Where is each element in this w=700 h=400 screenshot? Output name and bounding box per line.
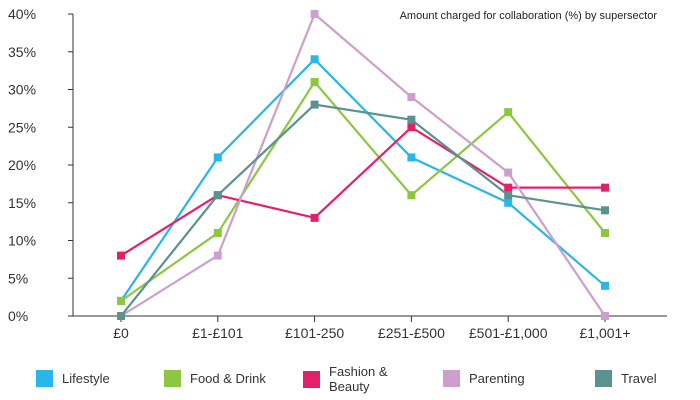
data-point-travel[interactable]	[310, 100, 319, 109]
legend-swatch-food-drink	[164, 370, 181, 387]
data-point-parenting[interactable]	[601, 312, 609, 320]
data-point-lifestyle[interactable]	[310, 55, 319, 64]
data-point-travel[interactable]	[407, 115, 416, 124]
legend-swatch-parenting	[443, 370, 460, 387]
legend-label-parenting: Parenting	[469, 371, 525, 386]
legend-swatch-fashion-beauty	[303, 370, 320, 388]
y-tick-label: 15%	[8, 195, 36, 211]
data-point-travel[interactable]	[117, 312, 125, 320]
series-lines	[120, 12, 606, 317]
legend-label-food-drink: Food & Drink	[190, 371, 266, 386]
legend-item-food-drink[interactable]: Food & Drink	[164, 370, 266, 387]
y-tick-label: 40%	[8, 6, 36, 22]
x-tick-label: £101-250	[285, 325, 344, 341]
data-point-fashion-beauty[interactable]	[407, 123, 416, 132]
data-point-fashion-beauty[interactable]	[117, 251, 125, 260]
data-point-travel[interactable]	[504, 191, 513, 200]
series-line-travel	[120, 103, 606, 317]
legend-swatch-travel	[595, 370, 612, 387]
y-tick-label: 5%	[8, 270, 28, 286]
data-point-lifestyle[interactable]	[504, 198, 513, 207]
data-point-fashion-beauty[interactable]	[310, 213, 319, 222]
legend-item-lifestyle[interactable]: Lifestyle	[36, 370, 110, 387]
data-point-lifestyle[interactable]	[407, 153, 416, 162]
x-tick-label: £501-£1,000	[469, 325, 548, 341]
legend: Lifestyle Food & Drink Fashion & Beauty …	[0, 362, 700, 400]
y-tick-label: 0%	[8, 308, 28, 324]
data-point-food-drink[interactable]	[601, 228, 609, 237]
legend-label-travel: Travel	[621, 371, 657, 386]
x-tick-label: £0	[113, 325, 129, 341]
y-tick-label: 30%	[8, 82, 36, 98]
x-tick-label: £1,001+	[580, 325, 631, 341]
data-point-food-drink[interactable]	[407, 191, 416, 200]
y-tick-label: 25%	[8, 119, 36, 135]
data-point-food-drink[interactable]	[310, 77, 319, 86]
data-point-food-drink[interactable]	[504, 108, 513, 117]
legend-item-parenting[interactable]: Parenting	[443, 370, 525, 387]
x-axis: £0 £1-£101 £101-250 £251-£500 £501-£1,000 £1,…	[73, 315, 667, 341]
y-tick-label: 35%	[8, 44, 36, 60]
x-tick-label: £1-£101	[192, 325, 244, 341]
data-point-fashion-beauty[interactable]	[504, 183, 513, 192]
series-line-fashion-beauty	[120, 126, 605, 257]
series-points	[117, 10, 609, 320]
data-point-parenting[interactable]	[213, 251, 222, 260]
data-point-travel[interactable]	[213, 191, 222, 200]
series-line-parenting	[120, 12, 606, 317]
data-point-food-drink[interactable]	[117, 296, 125, 305]
series-line-lifestyle	[120, 58, 606, 302]
data-point-parenting[interactable]	[310, 10, 319, 18]
series-line-food-drink	[120, 80, 606, 302]
legend-item-travel[interactable]: Travel	[595, 370, 657, 387]
data-point-lifestyle[interactable]	[601, 281, 609, 290]
data-point-parenting[interactable]	[407, 93, 416, 102]
data-point-food-drink[interactable]	[213, 228, 222, 237]
line-chart: Amount charged for collaboration (%) by …	[8, 6, 667, 341]
y-axis: 0% 5% 10% 15% 20% 25% 30% 35% 40%	[8, 6, 74, 324]
x-tick-label: £251-£500	[378, 325, 445, 341]
chart-title: Amount charged for collaboration (%) by …	[400, 10, 658, 22]
legend-swatch-lifestyle	[36, 370, 53, 387]
data-point-parenting[interactable]	[504, 168, 513, 177]
y-tick-label: 10%	[8, 233, 36, 249]
legend-label-fashion-beauty: Fashion & Beauty	[329, 364, 388, 394]
data-point-travel[interactable]	[601, 206, 609, 215]
data-point-lifestyle[interactable]	[213, 153, 222, 162]
y-tick-label: 20%	[8, 157, 36, 173]
legend-item-fashion-beauty[interactable]: Fashion & Beauty	[303, 364, 391, 394]
data-point-fashion-beauty[interactable]	[601, 183, 609, 192]
legend-label-lifestyle: Lifestyle	[62, 371, 110, 386]
